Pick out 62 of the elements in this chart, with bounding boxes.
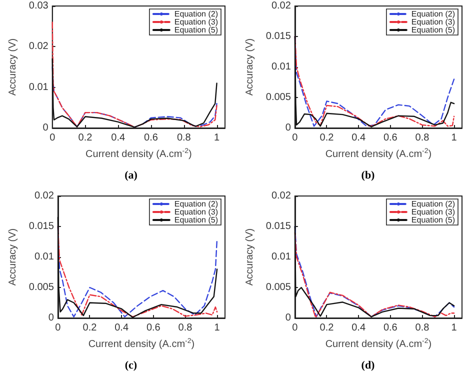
y-tick-label: 0.01 <box>271 252 292 262</box>
x-tick-label: 0.4 <box>352 322 366 334</box>
y-tick-label: 0.02 <box>271 190 292 202</box>
legend-label: Equation (3) <box>411 208 456 216</box>
x-tick-label: 0.8 <box>415 322 430 334</box>
y-axis-title: Accuracy (V) <box>8 38 18 96</box>
text: (c) <box>124 360 138 372</box>
y-tick-label: 0.005 <box>28 282 54 293</box>
y-tick-label: 0 <box>42 122 49 134</box>
x-tick-label: 0.4 <box>352 132 366 144</box>
legend-label: Equation (3) <box>174 208 218 216</box>
y-tick-label: 0.01 <box>34 252 54 262</box>
x-tick-label: 0.8 <box>415 132 430 144</box>
y-tick-label: 0.02 <box>28 41 49 52</box>
x-tick-label: 1 <box>214 322 220 334</box>
y-tick-label: 0.015 <box>266 31 292 42</box>
legend-label: Equation (2) <box>411 200 456 208</box>
y-tick-label: 0.02 <box>34 190 54 202</box>
legend-label: Equation (5) <box>174 216 218 224</box>
legend-label: Equation (3) <box>174 18 218 26</box>
y-tick-label: 0.015 <box>266 221 292 232</box>
text: (b) <box>361 170 376 182</box>
x-tick-label: 0.4 <box>114 322 129 334</box>
x-tick-label: 1 <box>214 132 220 144</box>
x-tick-label: 0.2 <box>320 132 334 144</box>
x-tick-label: 0.6 <box>383 322 398 334</box>
y-tick-label: 0 <box>285 312 292 324</box>
legend-label: Equation (5) <box>174 26 218 34</box>
x-tick-label: 0 <box>292 132 298 144</box>
y-tick-label: 0.01 <box>271 62 292 72</box>
y-tick-label: 0.03 <box>28 0 49 12</box>
x-tick-label: 1 <box>451 322 458 334</box>
y-tick-label: 0.015 <box>28 221 54 232</box>
y-axis-title: Accuracy (V) <box>8 228 18 286</box>
x-tick-label: 0.2 <box>78 132 93 144</box>
y-tick-label: 0.01 <box>28 82 49 93</box>
legend-label: Equation (2) <box>411 10 456 18</box>
x-tick-label: 0.6 <box>146 322 161 334</box>
x-tick-label: 0 <box>55 322 62 334</box>
legend-label: Equation (3) <box>411 18 456 26</box>
x-tick-label: 0.2 <box>320 322 334 334</box>
y-tick-label: 0.005 <box>266 92 292 103</box>
legend-label: Equation (2) <box>174 200 218 208</box>
text: (a) <box>124 170 138 182</box>
y-tick-label: 0.02 <box>271 0 292 12</box>
x-tick-label: 0.8 <box>176 132 192 144</box>
x-tick-label: 0.4 <box>111 132 126 144</box>
y-tick-label: 0.005 <box>266 282 292 293</box>
legend-label: Equation (5) <box>411 26 456 34</box>
legend-label: Equation (2) <box>174 10 218 18</box>
text: (d) <box>361 360 376 372</box>
y-axis-title: Accuracy (V) <box>244 228 256 286</box>
x-tick-label: 0.8 <box>178 322 193 334</box>
x-tick-label: 0.2 <box>82 322 98 334</box>
legend-label: Equation (5) <box>411 216 456 224</box>
y-axis-title: Accuracy (V) <box>244 38 256 96</box>
x-tick-label: 0.6 <box>144 132 158 144</box>
y-tick-label: 0 <box>285 122 292 134</box>
x-tick-label: 0.6 <box>383 132 398 144</box>
x-tick-label: 1 <box>451 132 458 144</box>
x-tick-label: 0 <box>292 322 298 334</box>
y-tick-label: 0 <box>48 312 54 324</box>
